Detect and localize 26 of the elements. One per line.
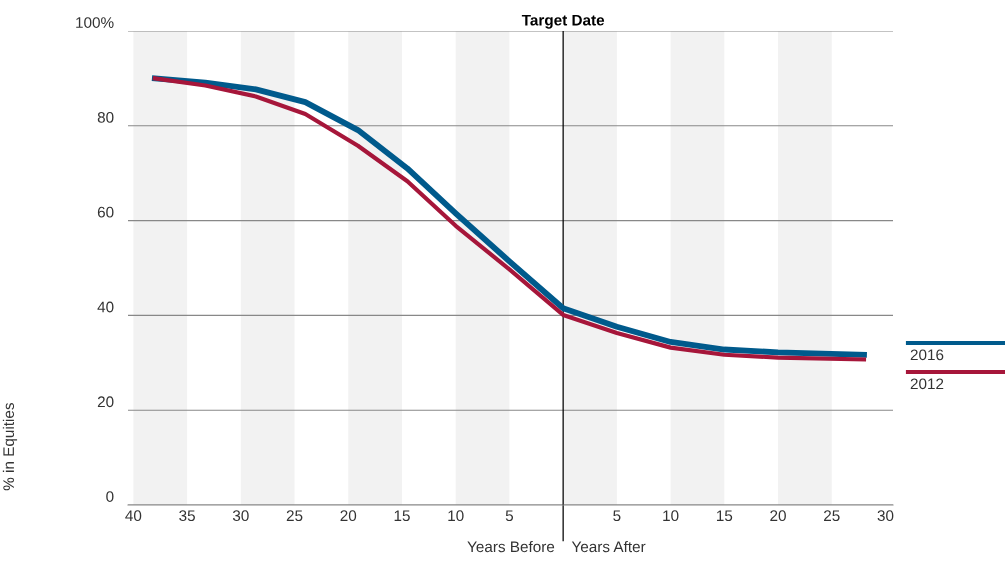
x-tick-label: 10 [448,510,464,522]
text: 2012 [910,378,944,390]
x-tick-label: 25 [286,510,303,522]
y-tick-label: 60 [97,206,114,218]
x-tick-label: 5 [613,510,621,522]
x-tick-label: 35 [179,510,195,522]
x-tick-label: 30 [232,510,249,522]
ref-line-label: Target Date [521,14,605,29]
text: Years After [571,540,646,553]
text: 2016 [910,349,944,361]
x-tick-label: 15 [716,510,733,522]
y-tick-label: 80 [97,111,114,123]
y-tick-label: 40 [97,301,114,313]
x-tick-label: 30 [877,510,894,522]
x-tick-label: 5 [505,510,514,522]
y-tick-label: 100% [76,17,114,28]
y-axis-title: % in Equities [2,403,18,491]
x-tick-label: 25 [824,510,840,522]
x-tick-label: 40 [125,510,142,522]
y-tick-label: 0 [106,491,114,502]
x-tick-label: 20 [340,510,357,522]
x-tick-label: 15 [394,510,410,522]
y-tick-label: 20 [97,396,114,408]
text: Years Before [467,540,555,553]
x-tick-label: 20 [770,510,786,522]
x-tick-label: 10 [663,510,679,522]
